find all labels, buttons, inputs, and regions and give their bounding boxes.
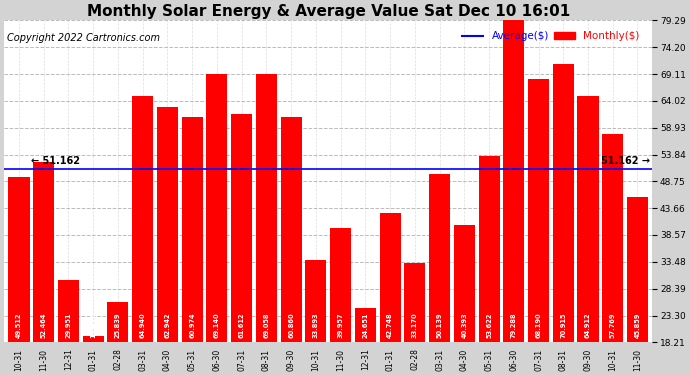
Text: 68.190: 68.190 — [535, 312, 542, 338]
Bar — [454, 225, 475, 342]
Bar — [528, 79, 549, 342]
Text: 61.612: 61.612 — [239, 312, 245, 338]
Text: 24.651: 24.651 — [362, 313, 368, 338]
Text: 29.951: 29.951 — [66, 313, 72, 338]
Bar — [602, 134, 623, 342]
Text: 60.860: 60.860 — [288, 312, 294, 338]
Bar — [58, 280, 79, 342]
Bar — [503, 20, 524, 342]
Bar — [355, 308, 376, 342]
Text: 64.912: 64.912 — [585, 312, 591, 338]
Text: 42.748: 42.748 — [387, 312, 393, 338]
Bar — [132, 96, 153, 342]
Text: 33.170: 33.170 — [412, 312, 418, 338]
Bar — [157, 106, 178, 342]
Bar — [256, 74, 277, 342]
Text: 64.940: 64.940 — [139, 312, 146, 338]
Bar — [578, 96, 598, 342]
Text: 51.162 →: 51.162 → — [601, 156, 650, 166]
Bar — [306, 260, 326, 342]
Text: 62.942: 62.942 — [164, 312, 170, 338]
Text: 40.393: 40.393 — [462, 312, 467, 338]
Text: 57.769: 57.769 — [610, 313, 615, 338]
Text: 60.974: 60.974 — [189, 312, 195, 338]
Text: 70.915: 70.915 — [560, 313, 566, 338]
Bar — [553, 64, 574, 342]
Bar — [380, 213, 401, 342]
Text: 33.893: 33.893 — [313, 312, 319, 338]
Bar — [627, 196, 648, 342]
Legend: Average($), Monthly($): Average($), Monthly($) — [458, 27, 644, 45]
Text: 53.622: 53.622 — [486, 313, 492, 338]
Bar — [181, 117, 203, 342]
Text: 49.512: 49.512 — [16, 313, 22, 338]
Text: 79.288: 79.288 — [511, 312, 517, 338]
Bar — [206, 74, 228, 342]
Bar — [281, 117, 302, 342]
Text: Copyright 2022 Cartronics.com: Copyright 2022 Cartronics.com — [8, 33, 160, 43]
Text: 69.140: 69.140 — [214, 312, 220, 338]
Text: ← 51.162: ← 51.162 — [31, 156, 80, 166]
Text: 52.464: 52.464 — [41, 313, 47, 338]
Text: 45.859: 45.859 — [635, 313, 640, 338]
Text: 39.957: 39.957 — [337, 313, 344, 338]
Title: Monthly Solar Energy & Average Value Sat Dec 10 16:01: Monthly Solar Energy & Average Value Sat… — [87, 4, 570, 19]
Bar — [330, 228, 351, 342]
Bar — [108, 302, 128, 342]
Text: 25.839: 25.839 — [115, 313, 121, 338]
Bar — [479, 156, 500, 342]
Bar — [83, 336, 104, 342]
Text: 50.139: 50.139 — [437, 313, 442, 338]
Bar — [404, 264, 425, 342]
Bar — [231, 114, 252, 342]
Bar — [33, 162, 55, 342]
Bar — [8, 177, 30, 342]
Bar — [429, 174, 450, 342]
Text: 69.058: 69.058 — [264, 313, 269, 338]
Text: 19.412: 19.412 — [90, 312, 96, 338]
